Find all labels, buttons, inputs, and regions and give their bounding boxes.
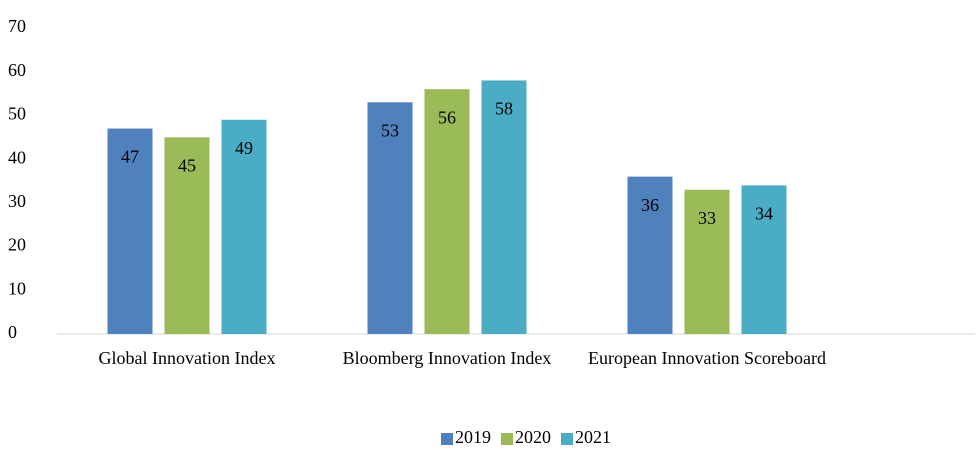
- y-tick-label: 10: [8, 278, 26, 298]
- y-tick-label: 70: [8, 16, 26, 36]
- bar: [481, 80, 527, 334]
- bar: [741, 185, 787, 334]
- y-tick-label: 30: [8, 191, 26, 211]
- data-label: 33: [698, 208, 716, 228]
- legend-swatch: [501, 433, 513, 445]
- x-tick-label: Global Innovation Index: [99, 348, 276, 368]
- legend-swatch: [561, 433, 573, 445]
- data-label: 58: [495, 99, 513, 119]
- bar: [627, 176, 673, 334]
- data-label: 47: [121, 147, 139, 167]
- legend: 2019 2020 2021: [441, 427, 611, 447]
- y-tick-label: 0: [8, 322, 17, 342]
- legend-swatch: [441, 433, 453, 445]
- bar: [221, 119, 267, 334]
- data-label: 45: [178, 155, 196, 175]
- x-tick-label: Bloomberg Innovation Index: [343, 348, 552, 368]
- y-tick-label: 20: [8, 235, 26, 255]
- legend-label: 2020: [515, 427, 551, 447]
- data-label: 49: [235, 138, 253, 158]
- bar: [367, 102, 413, 334]
- bar: [684, 189, 730, 334]
- y-tick-label: 40: [8, 147, 26, 167]
- bar: [107, 128, 153, 334]
- x-tick-label: European Innovation Scoreboard: [588, 348, 826, 368]
- data-label: 53: [381, 120, 399, 140]
- legend-label: 2021: [575, 427, 611, 447]
- legend-label: 2019: [455, 427, 491, 447]
- bar: [424, 89, 470, 334]
- data-label: 34: [755, 203, 773, 223]
- data-label: 36: [641, 195, 659, 215]
- y-tick-label: 60: [8, 60, 26, 80]
- y-tick-label: 50: [8, 104, 26, 124]
- bar: [164, 137, 210, 334]
- data-label: 56: [438, 107, 456, 127]
